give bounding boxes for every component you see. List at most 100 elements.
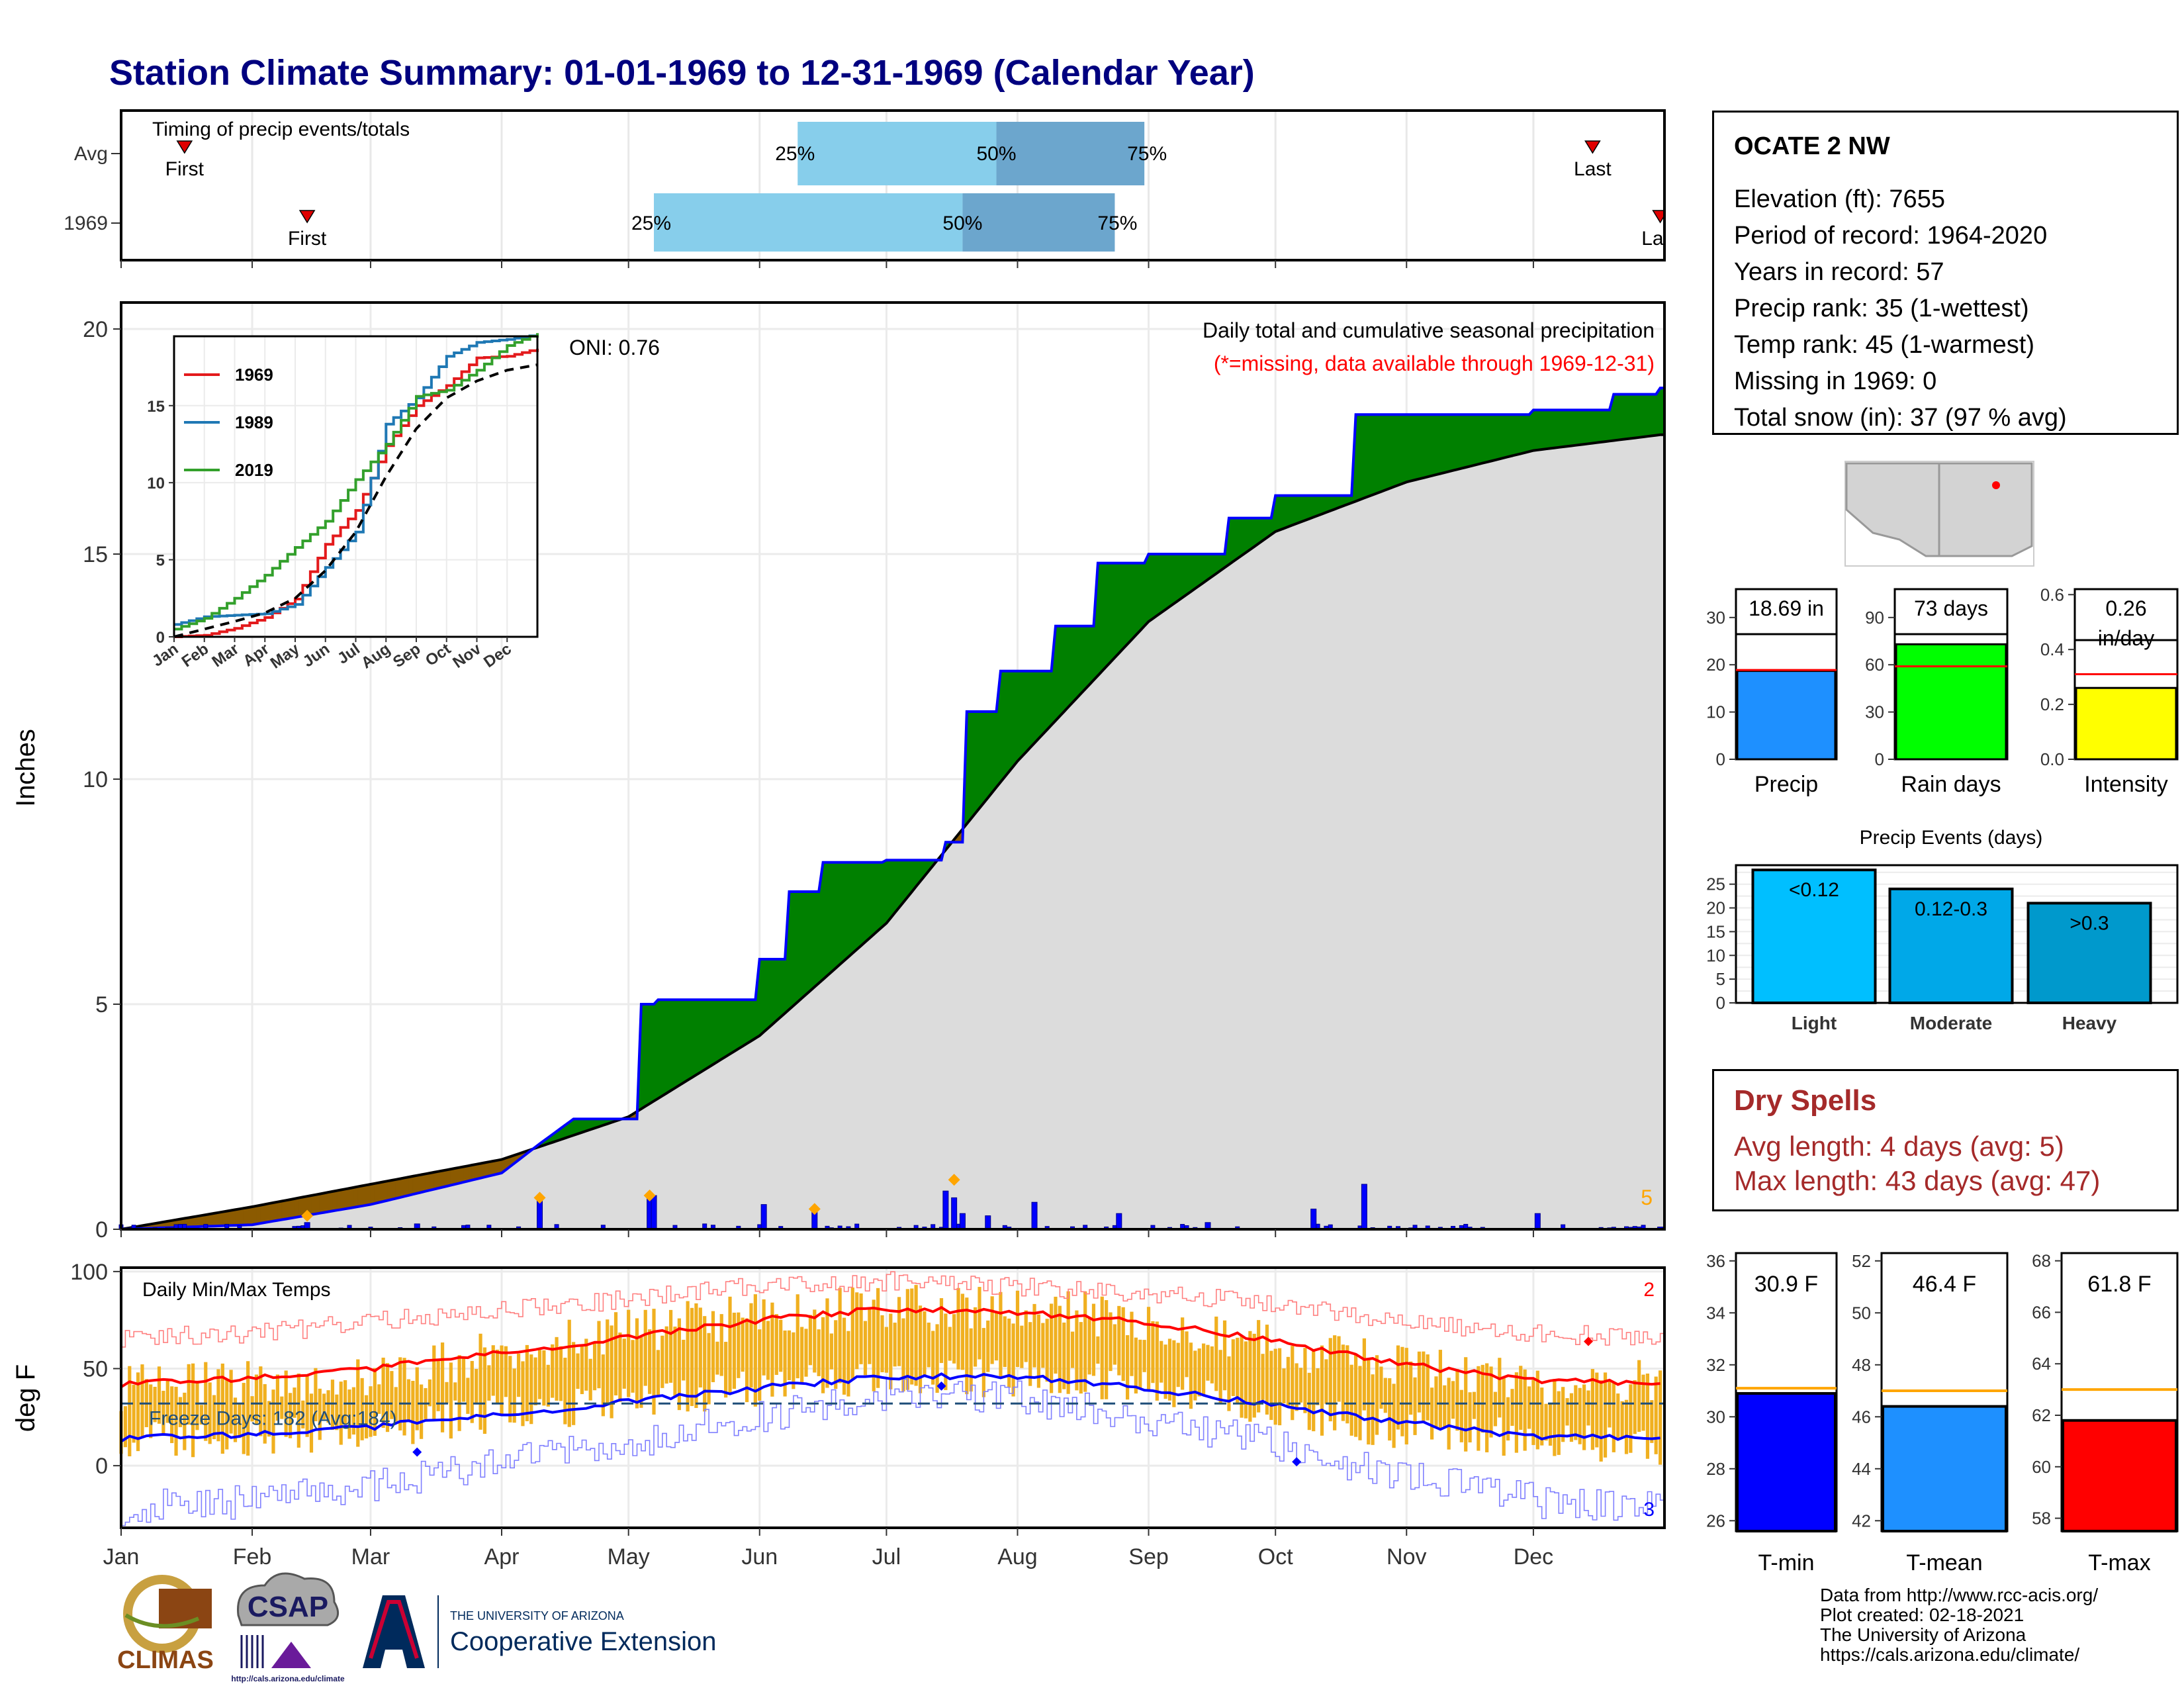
daily-temp-bar <box>1341 1344 1345 1421</box>
departure-area <box>1021 671 1026 758</box>
daily-temp-bar <box>1130 1311 1134 1376</box>
dry-spells-box: Dry Spells Avg length: 4 days (avg: 5) M… <box>1712 1069 2179 1211</box>
daily-temp-bar <box>1603 1372 1608 1458</box>
daily-temp-bar <box>935 1324 939 1393</box>
daily-temp-bar <box>643 1309 647 1386</box>
daily-temp-bar <box>229 1370 233 1434</box>
departure-area <box>1605 410 1610 442</box>
daily-temp-bar <box>1523 1369 1527 1451</box>
departure-area <box>1453 414 1458 471</box>
daily-temp-bar <box>284 1370 288 1437</box>
daily-temp-bar <box>910 1288 914 1385</box>
daily-temp-bar <box>1277 1348 1282 1426</box>
footer-line: Plot created: 02-18-2021 <box>1820 1605 2025 1625</box>
departure-area <box>1474 414 1479 466</box>
departure-area <box>666 999 671 1094</box>
departure-area <box>772 959 777 1025</box>
summary-category: Rain days <box>1901 772 2001 797</box>
daily-temp-bar <box>1498 1358 1502 1418</box>
daily-temp-bar <box>1236 1337 1240 1403</box>
departure-area <box>442 1169 447 1188</box>
daily-temp-bar <box>1502 1378 1506 1456</box>
daily-temp-bar <box>1138 1339 1142 1388</box>
daily-temp-bar <box>1058 1305 1062 1393</box>
last-label: Last <box>1574 158 1612 180</box>
daily-temp-bar <box>1392 1383 1396 1448</box>
departure-area <box>433 1171 439 1190</box>
daily-temp-bar <box>880 1315 884 1372</box>
summary-y-tick: 30 <box>1706 608 1725 628</box>
daily-temp-bar <box>406 1379 411 1421</box>
temp-y-tick: 62 <box>2032 1405 2051 1425</box>
daily-temp-bar <box>132 1384 136 1443</box>
departure-area <box>340 1188 345 1210</box>
departure-area <box>873 862 878 935</box>
daily-temp-bar <box>1328 1338 1332 1422</box>
daily-temp-bar <box>1531 1380 1535 1445</box>
departure-area <box>294 1197 299 1218</box>
departure-area <box>1060 626 1065 717</box>
daily-temp-bar <box>656 1350 660 1397</box>
departure-area <box>662 999 667 1097</box>
daily-temp-bar <box>1413 1377 1417 1435</box>
daily-temp-bar <box>1375 1355 1379 1435</box>
daily-temp-bar <box>817 1329 821 1376</box>
daily-temp-bar <box>1367 1358 1371 1445</box>
departure-area <box>1101 563 1107 672</box>
departure-area <box>446 1168 451 1187</box>
departure-area <box>852 862 858 954</box>
timing-border <box>120 109 1666 261</box>
daily-temp-bar <box>208 1382 212 1444</box>
departure-area <box>1478 414 1483 465</box>
events-title: Precip Events (days) <box>1860 827 2043 849</box>
daily-temp-bar <box>834 1320 838 1389</box>
daily-temp-bar <box>1612 1383 1615 1452</box>
summary-y-tick: 30 <box>1865 702 1884 722</box>
record-marker <box>1583 1336 1593 1346</box>
daily-temp-bar <box>1227 1356 1231 1411</box>
departure-area <box>1647 394 1653 437</box>
daily-precip-bar <box>942 1190 949 1230</box>
departure-area <box>831 862 837 973</box>
daily-temp-bar <box>1075 1310 1079 1391</box>
quartile-bar-high <box>962 193 1115 252</box>
events-y-tick: 0 <box>1716 993 1725 1013</box>
daily-temp-bar <box>516 1353 521 1397</box>
daily-temp-bar <box>1240 1335 1244 1418</box>
departure-area <box>459 1166 464 1184</box>
departure-area <box>721 999 726 1060</box>
departure-area <box>222 1211 228 1227</box>
daily-temp-bar <box>1083 1291 1087 1392</box>
departure-area <box>484 1161 490 1178</box>
departure-area <box>1419 414 1424 479</box>
departure-area <box>704 999 709 1070</box>
inset-y-tick: 10 <box>147 475 165 492</box>
departure-area <box>273 1201 278 1222</box>
daily-temp-bar <box>1066 1291 1070 1394</box>
departure-area <box>1516 414 1522 455</box>
departure-area <box>430 1172 435 1191</box>
departure-area <box>1000 671 1005 783</box>
daily-temp-bar <box>288 1393 293 1438</box>
daily-temp-bar <box>555 1336 559 1401</box>
summary-y-tick: 0.4 <box>2040 639 2064 659</box>
snow-marker <box>301 1209 314 1222</box>
first-marker <box>176 140 193 154</box>
departure-area <box>1241 518 1246 557</box>
daily-temp-bar <box>724 1342 728 1398</box>
departure-area <box>1030 671 1035 749</box>
daily-temp-bar <box>1633 1380 1637 1434</box>
departure-area <box>882 859 887 928</box>
daily-temp-bar <box>1134 1337 1138 1394</box>
daily-temp-bar <box>1028 1322 1032 1386</box>
departure-area <box>391 1179 396 1200</box>
daily-temp-bar <box>728 1296 732 1394</box>
daily-temp-bar <box>1096 1336 1100 1364</box>
daily-temp-bar <box>1480 1364 1484 1433</box>
daily-temp-bar <box>715 1341 719 1375</box>
departure-area <box>1076 626 1081 699</box>
departure-area <box>1461 414 1467 469</box>
daily-temp-bar <box>1535 1370 1539 1450</box>
daily-temp-bar <box>981 1328 985 1397</box>
daily-temp-bar <box>762 1299 766 1376</box>
